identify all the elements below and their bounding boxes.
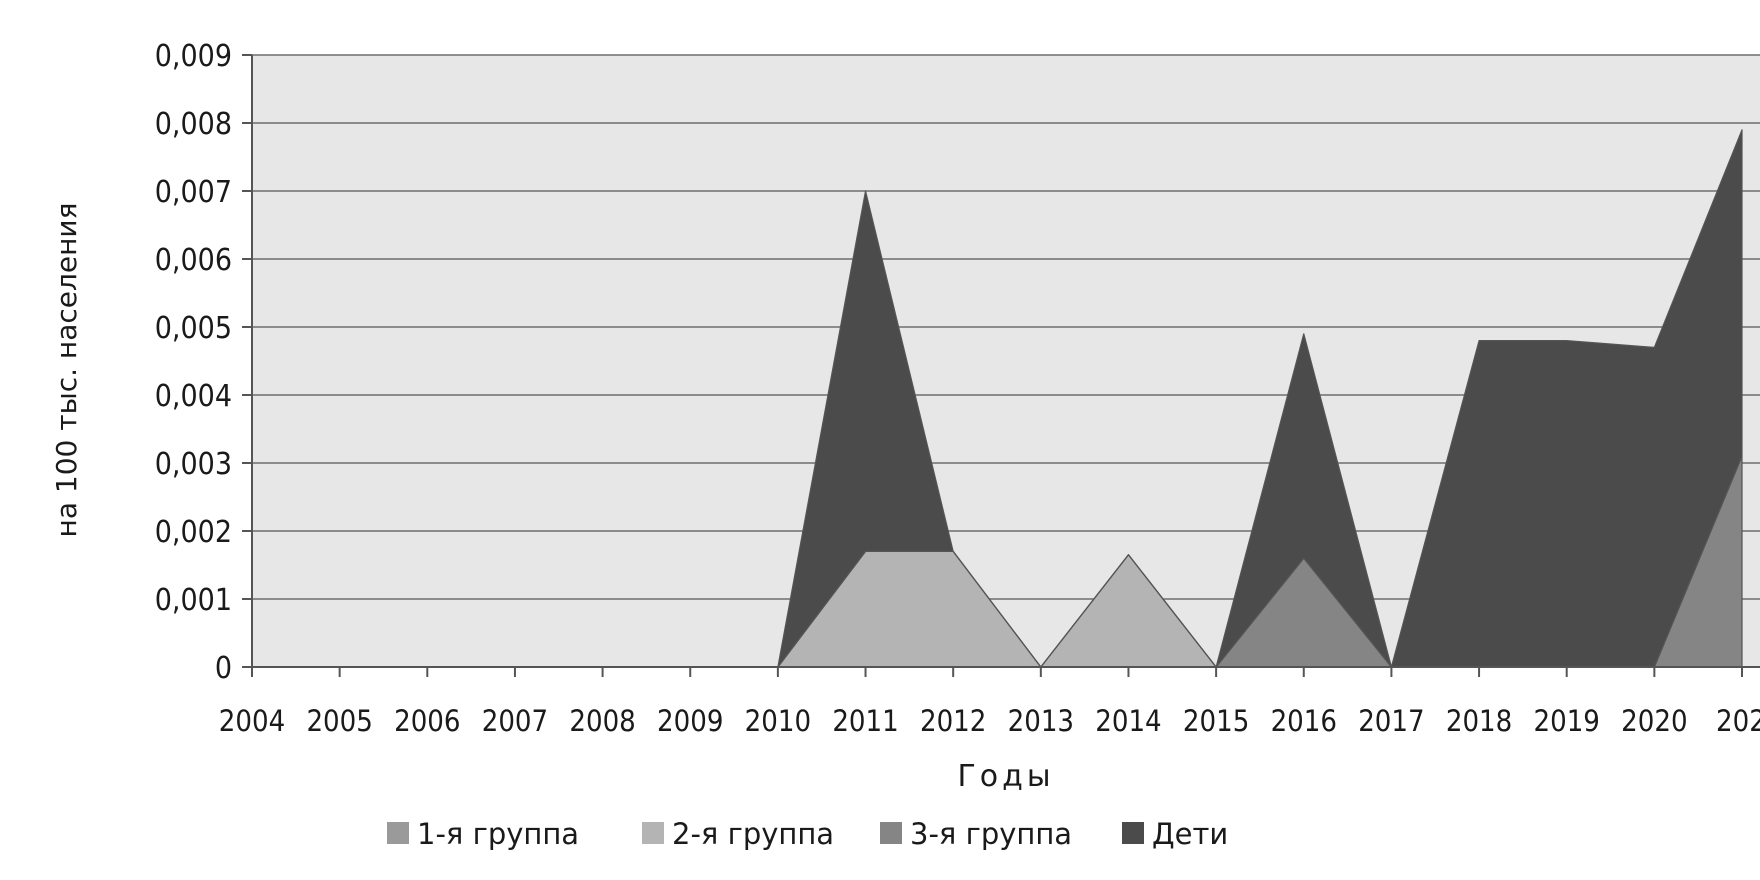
x-tick-label: 202 bbox=[1716, 704, 1760, 738]
x-tick-label: 2012 bbox=[920, 704, 986, 738]
x-tick-label: 2019 bbox=[1534, 704, 1600, 738]
x-tick-label: 2009 bbox=[657, 704, 723, 738]
x-tick-label: 2008 bbox=[569, 704, 635, 738]
x-tick-label: 2011 bbox=[832, 704, 898, 738]
legend-swatch bbox=[1122, 822, 1144, 844]
x-tick-label: 2016 bbox=[1271, 704, 1337, 738]
legend-label: 3-я группа bbox=[910, 817, 1072, 851]
grid-lines bbox=[252, 54, 1760, 600]
x-tick-label: 2010 bbox=[745, 704, 811, 738]
y-tick-label: 0,002 bbox=[155, 515, 232, 550]
y-tick-label: 0,004 bbox=[155, 379, 232, 414]
x-axis: 2004 2005 2006 2007 2008 2009 2010 2011 2012 2013… bbox=[219, 666, 1760, 738]
y-tick-label: 0,005 bbox=[155, 311, 232, 346]
legend-swatch bbox=[880, 822, 902, 844]
x-axis-title: Годы bbox=[957, 759, 1054, 794]
x-tick-label: 2004 bbox=[219, 704, 285, 738]
legend-swatch bbox=[642, 822, 664, 844]
y-tick-label: 0,007 bbox=[155, 175, 232, 210]
legend-label: Дети bbox=[1152, 817, 1228, 851]
y-tick-label: 0,008 bbox=[155, 107, 232, 142]
y-tick-label: 0,001 bbox=[155, 583, 232, 618]
y-axis-title: на 100 тыс. населения bbox=[50, 203, 83, 538]
y-tick-label: 0,006 bbox=[155, 243, 232, 278]
x-tick-label: 2007 bbox=[482, 704, 548, 738]
x-tick-label: 2018 bbox=[1446, 704, 1512, 738]
legend-label: 2-я группа bbox=[672, 817, 834, 851]
legend-swatch bbox=[387, 822, 409, 844]
y-tick-label: 0 bbox=[215, 651, 232, 686]
x-tick-label: 2020 bbox=[1621, 704, 1687, 738]
x-tick-label: 2017 bbox=[1358, 704, 1424, 738]
x-tick-label: 2015 bbox=[1183, 704, 1249, 738]
legend: 1-я группа 2-я группа 3-я группа Дети bbox=[387, 817, 1228, 851]
x-tick-label: 2014 bbox=[1095, 704, 1161, 738]
x-tick-label: 2013 bbox=[1008, 704, 1074, 738]
y-axis: 0 0,001 0,002 0,003 0,004 0,005 0,006 0,007 0,00… bbox=[155, 39, 253, 686]
x-tick-label: 2005 bbox=[306, 704, 372, 738]
x-tick-label: 2006 bbox=[394, 704, 460, 738]
legend-label: 1-я группа bbox=[417, 817, 579, 851]
y-tick-label: 0,003 bbox=[155, 447, 232, 482]
y-tick-label: 0,009 bbox=[155, 39, 232, 74]
